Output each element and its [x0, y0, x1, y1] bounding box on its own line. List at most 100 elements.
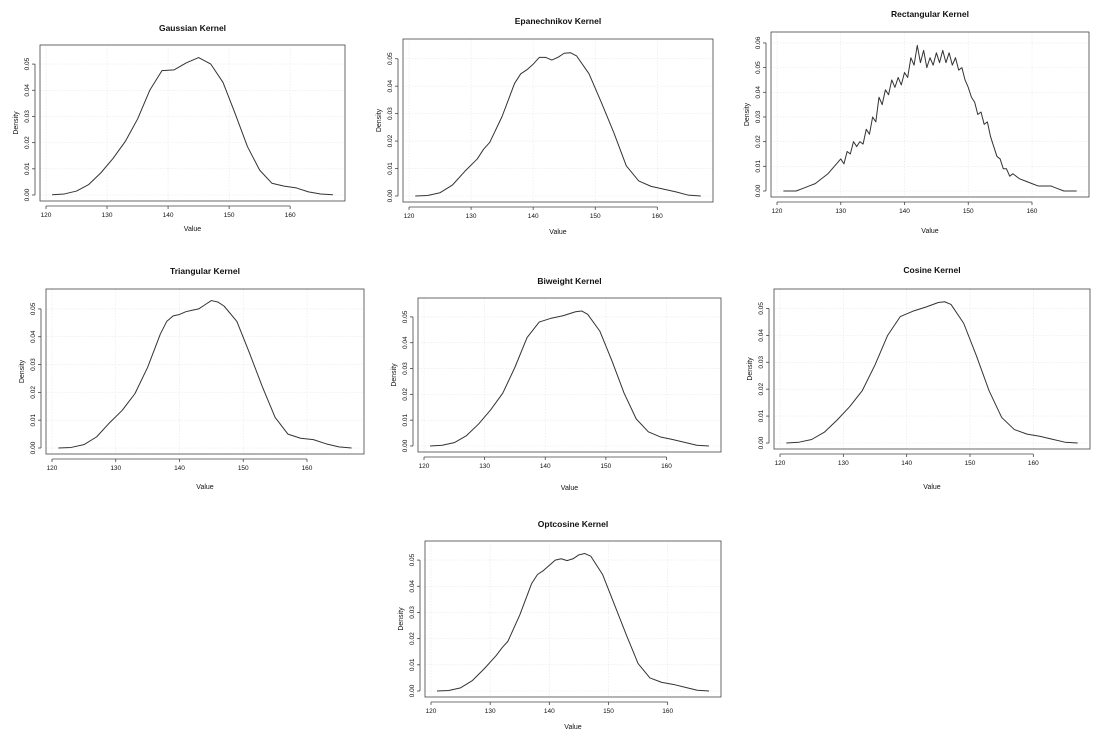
- x-tick-label: 130: [479, 463, 490, 470]
- x-tick-label: 140: [163, 212, 174, 219]
- y-tick-label: 0.00: [758, 436, 765, 449]
- y-tick-label: 0.04: [402, 336, 409, 349]
- x-tick-label: 140: [901, 460, 912, 467]
- y-tick-label: 0.05: [387, 52, 394, 65]
- x-tick-label: 160: [652, 213, 663, 220]
- chart-svg: Epanechnikov Kernel 120 130 140 150 160 0.00 0.…: [376, 16, 714, 236]
- y-axis-label: Density: [19, 359, 26, 383]
- y-tick-label: 0.01: [402, 413, 409, 426]
- x-tick-label: 160: [661, 463, 672, 470]
- x-tick-label: 120: [426, 708, 437, 715]
- chart-panel-optcosine: Optcosine Kernel 120 130 140 150 160 0.00 0.01 0…: [385, 515, 730, 733]
- x-tick-label: 160: [662, 708, 673, 715]
- y-axis-label: Density: [13, 111, 20, 135]
- chart-title: Gaussian Kernel: [159, 23, 226, 33]
- x-tick-label: 160: [285, 212, 296, 219]
- chart-panel-triangular: Triangular Kernel 120 130 140 150 160 0.00 0.01…: [0, 262, 370, 492]
- y-tick-label: 0.01: [755, 160, 762, 173]
- density-curve: [783, 44, 1077, 192]
- plot-frame: [39, 44, 346, 202]
- chart-svg: Cosine Kernel 120 130 140 150 160 0.00 0.01 0.02…: [747, 265, 1091, 491]
- x-tick-label: 120: [47, 465, 58, 472]
- x-axis-label: Value: [564, 724, 581, 731]
- y-tick-label: 0.00: [24, 188, 31, 201]
- x-tick-label: 150: [600, 463, 611, 470]
- density-curve: [786, 301, 1078, 444]
- chart-svg: Triangular Kernel 120 130 140 150 160 0.00 0.01…: [19, 266, 365, 491]
- chart-svg: Biweight Kernel 120 130 140 150 160 0.00 0.01 0.…: [391, 276, 722, 492]
- y-tick-label: 0.02: [755, 135, 762, 148]
- x-axis-label: Value: [923, 484, 940, 491]
- y-tick-label: 0.01: [30, 413, 37, 426]
- y-axis-label: Density: [398, 607, 405, 631]
- x-tick-label: 140: [540, 463, 551, 470]
- y-tick-label: 0.00: [402, 439, 409, 452]
- y-tick-label: 0.02: [24, 136, 31, 149]
- y-tick-label: 0.03: [387, 107, 394, 120]
- y-tick-label: 0.02: [387, 134, 394, 147]
- x-axis-label: Value: [196, 484, 213, 491]
- y-tick-label: 0.00: [30, 441, 37, 454]
- y-tick-label: 0.03: [402, 362, 409, 375]
- y-tick-label: 0.03: [24, 110, 31, 123]
- density-curve: [430, 310, 709, 447]
- chart-svg: Gaussian Kernel 120 130 140 150 160 0.00 0.01 0.…: [13, 23, 346, 233]
- x-axis-label: Value: [561, 485, 578, 492]
- y-tick-label: 0.03: [758, 356, 765, 369]
- y-tick-label: 0.01: [24, 162, 31, 175]
- y-tick-label: 0.01: [409, 658, 416, 671]
- chart-panel-epanechnikov: Epanechnikov Kernel 120 130 140 150 160 0.00 0.…: [365, 12, 725, 237]
- chart-panel-rectangular: Rectangular Kernel 120 130 140 150 160 0.00 0.0…: [735, 5, 1095, 237]
- x-tick-label: 150: [238, 465, 249, 472]
- y-tick-label: 0.04: [387, 79, 394, 92]
- y-axis-label: Density: [747, 357, 754, 381]
- density-curve: [52, 57, 333, 196]
- y-tick-label: 0.01: [758, 409, 765, 422]
- y-tick-label: 0.05: [402, 310, 409, 323]
- y-tick-label: 0.02: [30, 386, 37, 399]
- y-tick-label: 0.02: [402, 388, 409, 401]
- y-tick-label: 0.04: [24, 84, 31, 97]
- plot-frame: [424, 540, 722, 698]
- x-tick-label: 150: [963, 208, 974, 215]
- x-tick-label: 120: [404, 213, 415, 220]
- y-axis-label: Density: [744, 102, 751, 126]
- x-tick-label: 130: [466, 213, 477, 220]
- x-tick-label: 130: [835, 208, 846, 215]
- chart-title: Rectangular Kernel: [891, 9, 969, 19]
- x-tick-label: 150: [224, 212, 235, 219]
- y-tick-label: 0.00: [387, 189, 394, 202]
- chart-svg: Optcosine Kernel 120 130 140 150 160 0.00 0.01 0…: [398, 519, 722, 731]
- y-tick-label: 0.05: [30, 302, 37, 315]
- chart-panel-biweight: Biweight Kernel 120 130 140 150 160 0.00 0.01 0.…: [378, 272, 728, 494]
- x-tick-label: 120: [419, 463, 430, 470]
- x-tick-label: 130: [485, 708, 496, 715]
- x-tick-label: 140: [899, 208, 910, 215]
- plot-frame: [45, 288, 365, 455]
- chart-title: Epanechnikov Kernel: [515, 16, 601, 26]
- y-tick-label: 0.06: [755, 36, 762, 49]
- y-tick-label: 0.04: [409, 580, 416, 593]
- plot-frame: [773, 288, 1091, 450]
- chart-title: Optcosine Kernel: [538, 519, 608, 529]
- plot-frame: [417, 297, 722, 453]
- x-tick-label: 160: [1027, 208, 1038, 215]
- x-axis-label: Value: [549, 229, 566, 236]
- y-axis-label: Density: [376, 108, 383, 132]
- x-tick-label: 140: [528, 213, 539, 220]
- x-tick-label: 160: [1028, 460, 1039, 467]
- y-tick-label: 0.00: [755, 184, 762, 197]
- x-tick-label: 130: [838, 460, 849, 467]
- y-tick-label: 0.05: [755, 61, 762, 74]
- x-tick-label: 130: [110, 465, 121, 472]
- y-tick-label: 0.04: [758, 329, 765, 342]
- x-tick-label: 160: [302, 465, 313, 472]
- y-tick-label: 0.00: [409, 684, 416, 697]
- y-tick-label: 0.02: [758, 382, 765, 395]
- chart-title: Biweight Kernel: [537, 276, 601, 286]
- x-tick-label: 150: [603, 708, 614, 715]
- y-tick-label: 0.03: [30, 358, 37, 371]
- y-axis-label: Density: [391, 363, 398, 387]
- y-tick-label: 0.04: [755, 86, 762, 99]
- y-tick-label: 0.05: [758, 302, 765, 315]
